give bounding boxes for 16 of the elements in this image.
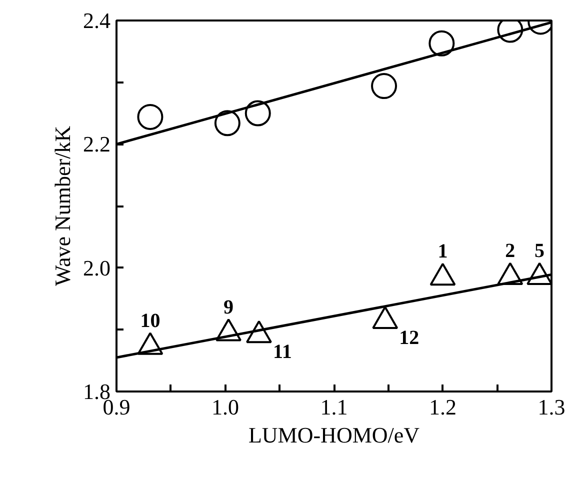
y-tick-label: 2.0	[83, 255, 110, 280]
x-tick-label: 1.3	[538, 394, 566, 420]
annotation: 12	[399, 327, 420, 350]
annotation: 2	[505, 240, 516, 262]
x-tick-label: 1.2	[429, 394, 456, 420]
annotation: 9	[224, 296, 234, 318]
y-axis-title: Wave Number/kK	[50, 126, 75, 286]
x-axis-title: LUMO-HOMO/eV	[248, 422, 420, 448]
x-tick-label: 1.1	[320, 394, 348, 420]
x-tick-label: 1.0	[212, 394, 239, 420]
annotation: 1	[438, 240, 448, 263]
annotation: 10	[140, 310, 160, 332]
y-tick-label: 2.4	[83, 8, 110, 33]
annotation: 11	[272, 341, 292, 364]
annotation: 5	[534, 240, 545, 262]
y-tick-label: 2.2	[83, 132, 110, 157]
